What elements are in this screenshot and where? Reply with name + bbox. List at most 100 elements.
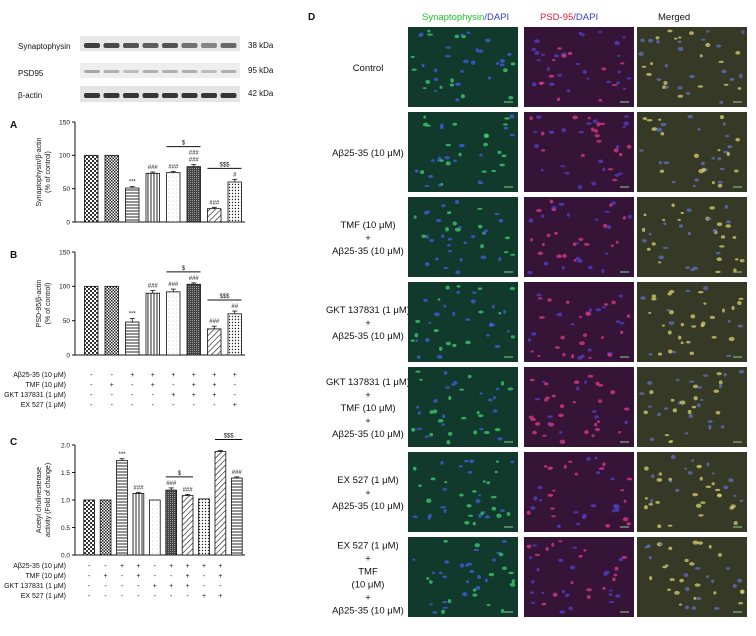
cell-nucleus xyxy=(451,383,455,387)
cell-nucleus xyxy=(679,578,684,583)
blot-lane-synaptophysin xyxy=(80,36,240,51)
cell-nucleus xyxy=(623,121,630,126)
cell-nucleus xyxy=(432,611,438,614)
cell-nucleus xyxy=(498,219,504,223)
cell-nucleus xyxy=(697,85,704,88)
cell-nucleus xyxy=(647,381,653,385)
condition-sign: - xyxy=(152,402,155,409)
micrograph-tile xyxy=(408,367,518,447)
cell-nucleus xyxy=(547,493,554,497)
cell-nucleus xyxy=(482,480,486,483)
blot-band xyxy=(201,43,217,48)
cell-nucleus xyxy=(737,300,742,306)
cell-nucleus xyxy=(472,521,476,526)
cell-nucleus xyxy=(510,460,515,464)
row-label: Control xyxy=(353,63,384,74)
cell-nucleus xyxy=(447,237,453,241)
significance-label: ## xyxy=(231,304,238,310)
cell-nucleus xyxy=(508,95,514,100)
cell-nucleus xyxy=(493,395,496,400)
condition-sign: - xyxy=(234,382,237,389)
cell-nucleus xyxy=(445,46,451,49)
cell-nucleus xyxy=(478,181,484,184)
comparison-label: $ xyxy=(182,266,186,272)
cell-nucleus xyxy=(509,582,516,587)
cell-nucleus xyxy=(533,130,538,133)
cell-nucleus xyxy=(561,128,566,133)
cell-nucleus xyxy=(494,212,500,216)
cell-nucleus xyxy=(534,553,541,556)
cell-nucleus xyxy=(579,315,582,319)
cell-nucleus xyxy=(697,541,704,545)
blot-band xyxy=(220,43,237,48)
cell-nucleus xyxy=(472,593,478,597)
cell-nucleus xyxy=(557,525,561,528)
cell-nucleus xyxy=(582,515,586,520)
cell-nucleus xyxy=(445,341,451,346)
cell-nucleus xyxy=(558,413,564,418)
bar xyxy=(145,292,160,356)
cell-nucleus xyxy=(414,333,419,338)
cell-nucleus xyxy=(608,600,615,604)
cell-nucleus xyxy=(701,321,706,326)
cell-nucleus xyxy=(495,62,500,65)
comparison-label: $ xyxy=(182,141,186,147)
cell-nucleus xyxy=(540,131,545,136)
cell-nucleus xyxy=(415,319,421,323)
row-label: Aβ25-35 (10 μM) xyxy=(332,246,404,257)
cell-nucleus xyxy=(663,222,667,226)
cell-nucleus xyxy=(658,255,665,260)
cell-nucleus xyxy=(703,302,707,305)
condition-sign: + xyxy=(212,382,216,389)
cell-nucleus xyxy=(455,98,460,102)
cell-nucleus xyxy=(445,161,451,166)
cell-nucleus xyxy=(603,303,609,306)
cell-nucleus xyxy=(440,506,447,509)
cell-nucleus xyxy=(741,30,745,34)
cell-nucleus xyxy=(667,29,673,33)
cell-nucleus xyxy=(626,522,632,526)
cell-nucleus xyxy=(502,68,508,73)
cell-nucleus xyxy=(719,245,725,248)
cell-nucleus xyxy=(447,598,452,604)
comparison-label: $$$ xyxy=(224,434,235,440)
cell-nucleus xyxy=(530,505,536,510)
cell-nucleus xyxy=(609,589,613,592)
cell-nucleus xyxy=(534,144,539,149)
cell-nucleus xyxy=(464,520,470,525)
cell-nucleus xyxy=(717,149,721,152)
significance-label: ### xyxy=(166,481,177,487)
condition-sign: + xyxy=(120,563,124,570)
cell-nucleus xyxy=(620,330,624,335)
cell-nucleus xyxy=(688,31,694,35)
cell-nucleus xyxy=(651,294,657,299)
cell-nucleus xyxy=(543,261,549,266)
cell-nucleus xyxy=(614,40,620,46)
cell-nucleus xyxy=(696,403,701,408)
cell-nucleus xyxy=(692,184,696,188)
bar xyxy=(186,166,201,223)
cell-nucleus xyxy=(576,258,583,263)
cell-nucleus xyxy=(737,578,743,583)
cell-nucleus xyxy=(671,180,676,184)
significance-label: ### xyxy=(133,485,144,491)
cell-nucleus xyxy=(662,218,666,222)
cell-nucleus xyxy=(677,36,682,39)
cell-nucleus xyxy=(733,268,737,272)
cell-nucleus xyxy=(475,499,481,504)
cell-nucleus xyxy=(456,285,461,288)
cell-nucleus xyxy=(433,398,438,403)
cell-nucleus xyxy=(734,258,739,261)
cell-nucleus xyxy=(470,234,476,239)
significance-label: ### xyxy=(148,283,159,289)
condition-sign: + xyxy=(192,382,196,389)
cell-nucleus xyxy=(615,320,621,324)
cell-nucleus xyxy=(563,464,567,469)
cell-nucleus xyxy=(550,507,555,510)
cell-nucleus xyxy=(530,580,535,584)
cell-nucleus xyxy=(426,498,432,503)
cell-nucleus xyxy=(426,210,431,213)
cell-nucleus xyxy=(638,149,644,152)
cell-nucleus xyxy=(557,73,563,77)
cell-nucleus xyxy=(466,562,473,566)
